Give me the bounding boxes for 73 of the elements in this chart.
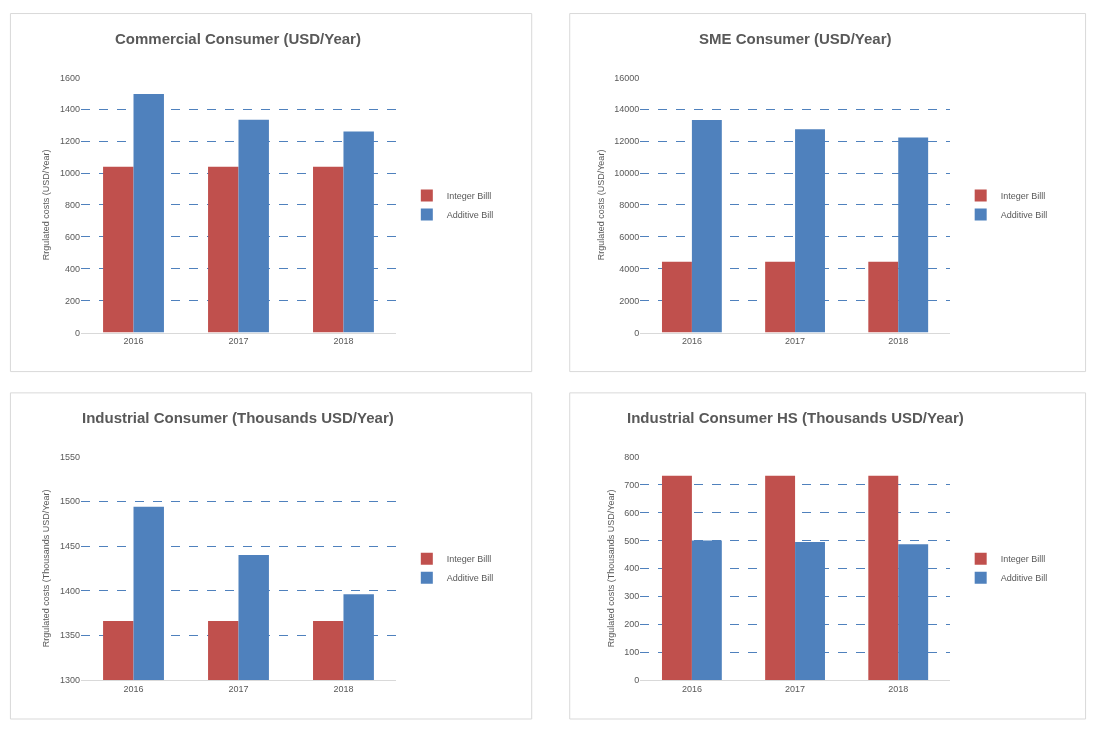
chart-title: Industrial Consumer (Thousands USD/Year) <box>82 409 394 426</box>
y-axis-title: Rrgulated costs (USD/Year) <box>595 149 606 261</box>
y-tick-label: 300 <box>624 591 640 602</box>
legend-label: Additive Bill <box>446 573 494 584</box>
bar <box>691 540 722 681</box>
y-tick-label: 400 <box>624 563 640 574</box>
y-tick-label: 600 <box>64 232 81 243</box>
bar <box>868 261 899 333</box>
y-tick-label: 800 <box>624 451 640 462</box>
legend-label: Additive Bill <box>1000 209 1048 220</box>
y-tick-label: 400 <box>64 263 81 274</box>
y-tick-label: 6000 <box>619 232 640 243</box>
x-tick-label: 2016 <box>681 336 702 347</box>
legend-label: Additive Bill <box>446 209 494 220</box>
y-tick-label: 8000 <box>619 200 640 211</box>
x-tick-label: 2016 <box>123 683 144 694</box>
y-tick-label: 1400 <box>59 585 81 596</box>
x-tick-label: 2018 <box>888 683 909 694</box>
x-tick-label: 2017 <box>785 683 806 694</box>
y-tick-label: 1350 <box>59 630 81 641</box>
y-axis-title: Rrgulated costs (Thousands USD/Year) <box>605 489 616 648</box>
y-tick-label: 200 <box>624 619 640 630</box>
legend-label: Integer Billl <box>1000 190 1046 201</box>
x-tick-label: 2018 <box>333 336 354 347</box>
bar <box>691 119 722 333</box>
y-tick-label: 600 <box>624 507 640 518</box>
y-tick-label: 1450 <box>59 541 81 552</box>
bar <box>313 166 344 333</box>
y-tick-label: 100 <box>624 647 640 658</box>
x-tick-label: 2016 <box>681 683 702 694</box>
y-tick-label: 700 <box>624 479 640 490</box>
y-tick-label: 1300 <box>59 675 81 686</box>
x-tick-label: 2017 <box>228 336 249 347</box>
y-tick-label: 0 <box>634 675 640 686</box>
y-tick-label: 1400 <box>59 104 81 115</box>
y-tick-label: 10000 <box>614 168 640 179</box>
legend-label: Integer Billl <box>1000 554 1046 565</box>
legend-label: Integer Billl <box>446 554 492 565</box>
x-tick-label: 2018 <box>888 336 909 347</box>
y-tick-label: 2000 <box>619 295 640 306</box>
legend-label: Additive Bill <box>1000 573 1048 584</box>
y-tick-label: 800 <box>64 200 81 211</box>
y-tick-label: 500 <box>624 535 640 546</box>
bar <box>765 475 796 681</box>
y-tick-label: 0 <box>634 327 640 338</box>
chart-title: Industrial Consumer HS (Thousands USD/Year) <box>627 409 964 426</box>
legend-label: Integer Billl <box>446 190 492 201</box>
y-tick-label: 200 <box>64 295 81 306</box>
y-tick-label: 14000 <box>614 104 640 115</box>
x-tick-label: 2017 <box>228 683 249 694</box>
bar <box>133 94 164 333</box>
y-tick-label: 1000 <box>59 168 81 179</box>
x-tick-label: 2018 <box>333 683 354 694</box>
y-tick-label: 0 <box>75 327 81 338</box>
y-tick-label: 16000 <box>614 72 640 83</box>
chart-title: SME Consumer (USD/Year) <box>699 30 892 47</box>
bar <box>661 475 692 681</box>
chart-title: Commercial Consumer (USD/Year) <box>115 30 361 47</box>
bar <box>661 261 692 333</box>
y-tick-label: 1600 <box>59 72 81 83</box>
x-tick-label: 2016 <box>123 336 144 347</box>
y-tick-label: 1500 <box>59 496 81 507</box>
y-axis-title: Rrgulated costs (Thousands USD/Year) <box>41 489 52 648</box>
bar <box>765 261 796 333</box>
y-tick-label: 12000 <box>614 136 640 147</box>
x-tick-label: 2017 <box>785 336 806 347</box>
bar <box>868 475 899 681</box>
y-axis-title: Rrgulated costs (USD/Year) <box>41 149 52 261</box>
y-tick-label: 1550 <box>59 451 81 462</box>
y-tick-label: 1200 <box>59 136 81 147</box>
y-tick-label: 4000 <box>619 263 640 274</box>
bar <box>103 166 134 333</box>
bar <box>208 166 239 333</box>
